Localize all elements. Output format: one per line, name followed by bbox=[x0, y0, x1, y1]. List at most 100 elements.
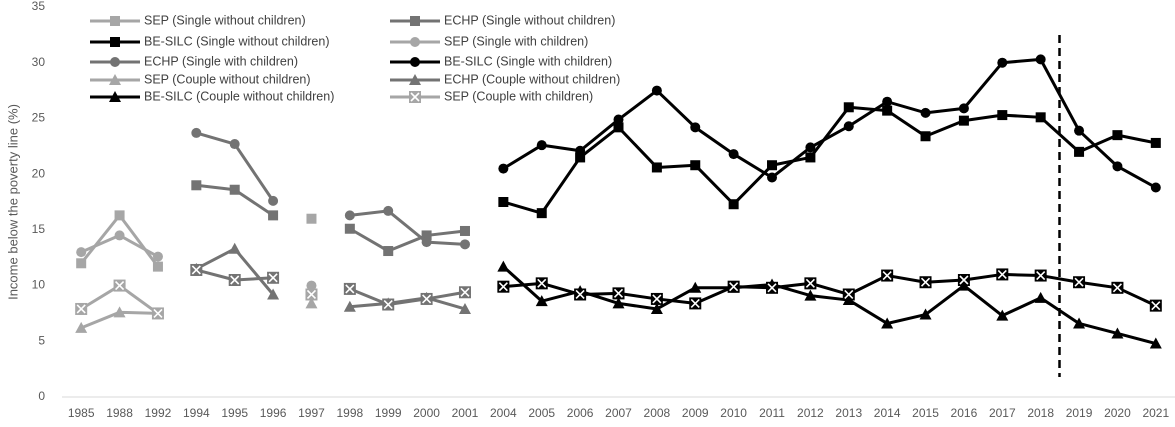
marker bbox=[1112, 130, 1123, 141]
marker bbox=[228, 274, 241, 286]
marker bbox=[229, 139, 240, 150]
marker bbox=[882, 105, 893, 116]
marker-cross bbox=[230, 275, 240, 285]
marker bbox=[919, 276, 932, 289]
marker bbox=[1111, 281, 1124, 294]
legend-label: ECHP (Single without children) bbox=[444, 13, 615, 27]
x-tick-label: 2004 bbox=[490, 406, 517, 420]
marker bbox=[110, 37, 120, 47]
marker bbox=[305, 288, 318, 301]
y-tick-label: 10 bbox=[32, 278, 46, 292]
marker-cross bbox=[115, 281, 125, 291]
marker bbox=[497, 280, 510, 293]
marker bbox=[75, 302, 88, 315]
marker bbox=[881, 269, 894, 282]
marker bbox=[343, 300, 356, 312]
marker bbox=[1150, 182, 1161, 193]
marker bbox=[613, 122, 624, 133]
marker bbox=[919, 308, 932, 320]
marker bbox=[459, 239, 470, 250]
y-tick-label: 0 bbox=[38, 389, 45, 403]
x-tick-label: 2013 bbox=[835, 406, 862, 420]
marker bbox=[920, 107, 931, 118]
x-tick-label: 2017 bbox=[989, 406, 1016, 420]
marker bbox=[190, 263, 203, 276]
marker bbox=[613, 114, 624, 125]
x-tick-label: 2000 bbox=[413, 406, 440, 420]
marker bbox=[1150, 137, 1161, 148]
marker bbox=[191, 180, 202, 191]
marker bbox=[881, 317, 894, 329]
marker-cross bbox=[410, 92, 420, 102]
marker-cross bbox=[652, 294, 662, 304]
x-tick-label: 1998 bbox=[336, 406, 363, 420]
marker bbox=[535, 277, 548, 290]
marker-cross bbox=[153, 308, 163, 318]
x-tick-label: 2001 bbox=[452, 406, 479, 420]
legend-label: SEP (Single with children) bbox=[444, 34, 588, 48]
marker-cross bbox=[613, 288, 624, 298]
marker bbox=[497, 260, 510, 272]
marker bbox=[650, 292, 663, 305]
marker bbox=[728, 149, 739, 160]
marker bbox=[383, 205, 394, 216]
marker bbox=[409, 91, 421, 103]
marker bbox=[410, 37, 420, 47]
marker bbox=[229, 184, 240, 195]
x-tick-label: 1996 bbox=[260, 406, 287, 420]
marker-cross bbox=[306, 289, 317, 300]
marker bbox=[535, 295, 548, 307]
marker bbox=[458, 286, 471, 299]
marker bbox=[575, 145, 586, 156]
marker bbox=[1074, 146, 1085, 157]
x-tick-label: 1997 bbox=[298, 406, 325, 420]
legend-label: SEP (Single without children) bbox=[144, 13, 306, 27]
marker-cross bbox=[805, 278, 815, 288]
marker bbox=[76, 247, 87, 258]
marker-cross bbox=[959, 275, 969, 285]
marker-cross bbox=[690, 298, 700, 308]
marker bbox=[228, 242, 241, 254]
marker bbox=[575, 152, 586, 163]
marker bbox=[268, 195, 279, 206]
marker bbox=[689, 297, 702, 310]
marker bbox=[957, 274, 970, 286]
marker-cross bbox=[498, 282, 508, 292]
x-tick-label: 2006 bbox=[567, 406, 594, 420]
marker bbox=[574, 288, 587, 301]
legend-label: SEP (Couple without children) bbox=[144, 72, 311, 86]
x-tick-label: 1988 bbox=[106, 406, 133, 420]
marker bbox=[1035, 54, 1046, 65]
marker-cross bbox=[920, 277, 931, 287]
x-tick-label: 1985 bbox=[68, 406, 95, 420]
marker bbox=[114, 230, 125, 241]
marker-cross bbox=[383, 299, 393, 310]
marker-cross bbox=[1112, 283, 1122, 293]
marker bbox=[382, 298, 395, 311]
marker bbox=[1149, 299, 1162, 312]
marker bbox=[843, 102, 854, 113]
x-tick-label: 2019 bbox=[1066, 406, 1093, 420]
x-tick-label: 2014 bbox=[874, 406, 901, 420]
marker-cross bbox=[844, 289, 854, 300]
x-tick-label: 1999 bbox=[375, 406, 402, 420]
marker bbox=[996, 268, 1009, 281]
marker bbox=[306, 280, 317, 291]
marker bbox=[1034, 269, 1047, 282]
marker bbox=[612, 287, 625, 300]
marker bbox=[766, 281, 779, 294]
x-tick-label: 2021 bbox=[1142, 406, 1169, 420]
marker bbox=[536, 208, 547, 219]
marker bbox=[996, 309, 1009, 321]
marker bbox=[152, 261, 163, 272]
marker bbox=[152, 251, 163, 262]
marker bbox=[612, 297, 625, 309]
marker-cross bbox=[767, 283, 777, 293]
marker bbox=[410, 57, 420, 67]
y-tick-label: 30 bbox=[32, 55, 46, 69]
series-line bbox=[81, 215, 311, 266]
y-tick-label: 20 bbox=[32, 166, 46, 180]
marker bbox=[690, 160, 701, 171]
marker-cross bbox=[537, 278, 547, 288]
